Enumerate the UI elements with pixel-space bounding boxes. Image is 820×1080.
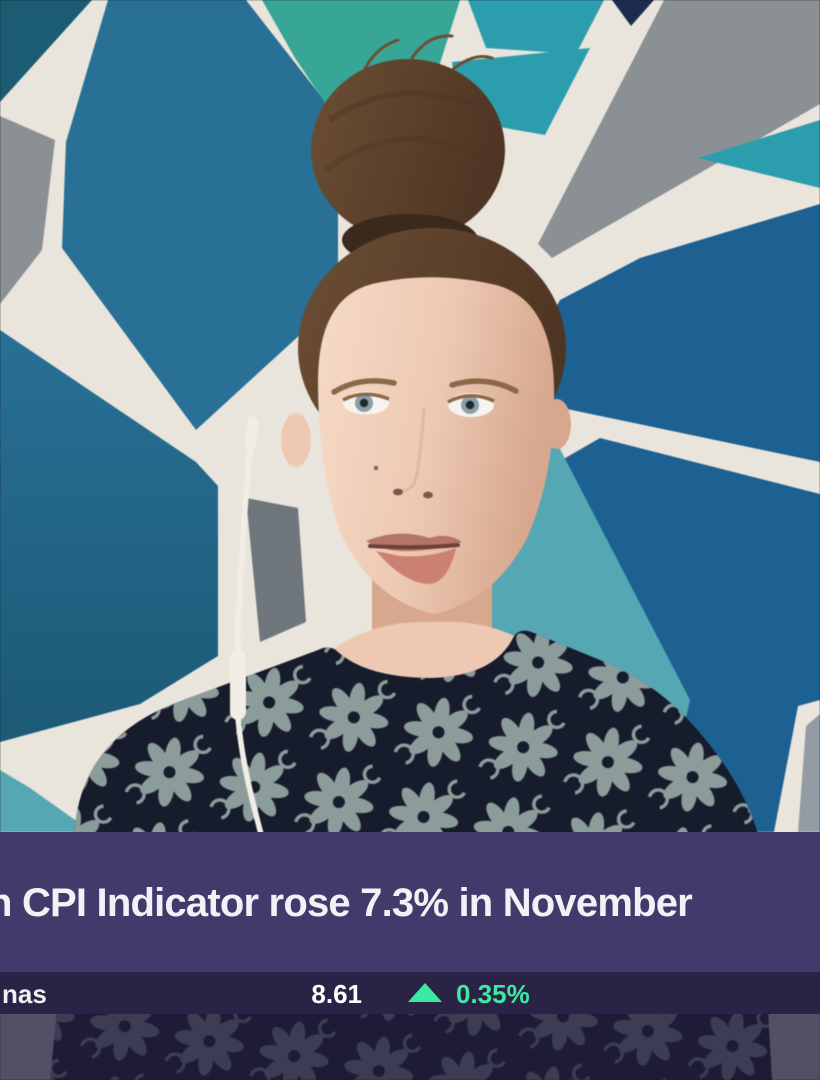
headline-banner: n CPI Indicator rose 7.3% in November [0, 832, 820, 972]
nostril [393, 488, 403, 496]
bun-swirl [328, 90, 488, 123]
mural-shape-turquoise-tr [468, 0, 604, 54]
ticker-change-percent: 0.35% [456, 979, 530, 1009]
left-eyebrow [331, 378, 397, 395]
earphone-cord [235, 717, 264, 835]
stock-ticker-bar: nas 8.61 0.35% [0, 972, 820, 1014]
earphone [230, 416, 264, 835]
nose-stud [373, 465, 379, 471]
up-triangle-icon [408, 983, 442, 1002]
face [318, 277, 555, 614]
mural-shape-gray-wedge [538, 0, 820, 258]
mural-shape-dark-teal-tl [0, 0, 92, 102]
mural-shape-gray-left [0, 116, 55, 304]
earphone-cord [234, 447, 253, 651]
bun-swirl [324, 136, 494, 173]
mural-shape-blue-right-lower [548, 438, 820, 832]
ticker-price: 8.61 [311, 979, 362, 1009]
right-eyebrow [449, 378, 519, 394]
mural-shape-light-teal-bl [0, 770, 92, 832]
mural-shape-blue-left-field [0, 330, 218, 742]
earbud [244, 416, 259, 450]
mouth-gap [368, 543, 460, 550]
left-ear [281, 413, 311, 467]
right-eye [447, 393, 495, 417]
mural-shape-blue-right-big [505, 204, 820, 462]
video-dim-overlay [0, 1014, 820, 1080]
lower-lip [376, 548, 456, 584]
mural-shape-gray-sliver [246, 498, 306, 642]
mural-shape-turquoise-right [698, 120, 820, 188]
earphone-remote [230, 650, 246, 720]
nose [401, 407, 426, 493]
nostril [423, 491, 433, 499]
mural-shape-navy-tip [612, 0, 654, 26]
mural-shape-blue-upper-left [62, 0, 338, 430]
left-eye [342, 391, 390, 415]
hair-bun [311, 59, 505, 241]
headline-text: n CPI Indicator rose 7.3% in November [0, 881, 693, 925]
mural-shape-gray-corner-br [798, 714, 820, 832]
ticker-symbol: nas [2, 979, 47, 1009]
